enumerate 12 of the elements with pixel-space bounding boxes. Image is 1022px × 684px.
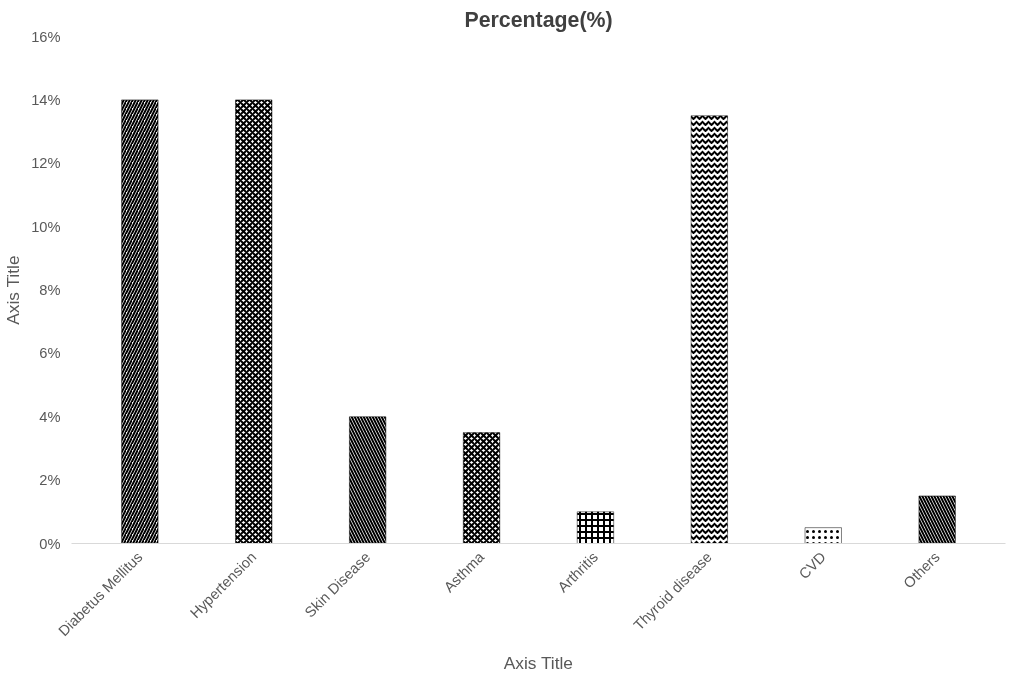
y-tick-label: 4% xyxy=(39,408,61,425)
y-tick-label: 0% xyxy=(39,535,61,552)
y-tick-label: 6% xyxy=(39,345,61,362)
y-tick-label: 8% xyxy=(39,282,61,298)
y-tick-label: 16% xyxy=(31,28,61,45)
y-tick-label: 14% xyxy=(31,91,61,108)
y-tick-label: 12% xyxy=(31,155,61,172)
x-axis-title: Axis Title xyxy=(503,652,574,673)
y-tick-label: 2% xyxy=(39,472,61,489)
chart-title: Percentage(%) xyxy=(464,7,613,32)
y-axis-title: Axis Title xyxy=(3,255,24,325)
y-tick-label: 10% xyxy=(31,218,61,235)
